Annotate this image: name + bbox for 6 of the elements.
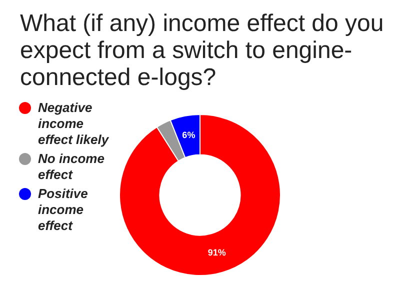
legend-label: No income effect: [38, 151, 104, 182]
legend-label: Positive income effect: [38, 186, 88, 233]
legend-label: Negative income effect likely: [38, 100, 109, 147]
data-label: 91%: [208, 247, 226, 258]
data-label: 6%: [182, 130, 196, 140]
chart-title: What (if any) income effect do you expect from a switch to engine-connected e-logs?: [20, 10, 385, 91]
